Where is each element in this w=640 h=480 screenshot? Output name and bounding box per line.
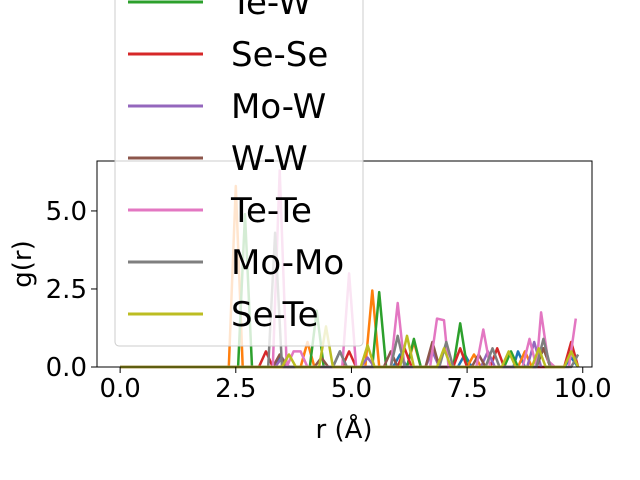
x-axis-label: r (Å) xyxy=(315,413,372,445)
legend-label: Se-Te xyxy=(231,295,319,335)
y-axis-label: g(r) xyxy=(8,240,38,287)
legend-label: Te-Te xyxy=(230,191,312,231)
x-axis: 0.0 2.5 5.0 7.5 10.0 xyxy=(99,367,612,404)
y-tick-label: 5.0 xyxy=(46,197,87,227)
legend-label: W-W xyxy=(231,139,308,179)
x-tick-label: 7.5 xyxy=(446,374,487,404)
legend-label: Mo-Mo xyxy=(231,243,344,283)
y-tick-label: 2.5 xyxy=(46,275,87,305)
x-tick-label: 2.5 xyxy=(215,374,256,404)
legend-label: Se-Se xyxy=(231,35,328,75)
x-tick-label: 10.0 xyxy=(554,374,612,404)
x-tick-label: 0.0 xyxy=(99,374,140,404)
legend-label: Mo-W xyxy=(231,87,326,127)
legend-box xyxy=(114,0,364,347)
x-tick-label: 5.0 xyxy=(331,374,372,404)
legend-label: Te-W xyxy=(230,0,311,23)
legend: Te-W Se-Se Mo-W W-W Te-Te Mo-Mo Se-Te xyxy=(114,0,364,347)
y-tick-label: 0.0 xyxy=(46,353,87,383)
y-axis: 0.0 2.5 5.0 xyxy=(46,197,97,383)
series-line-6 xyxy=(120,169,578,369)
